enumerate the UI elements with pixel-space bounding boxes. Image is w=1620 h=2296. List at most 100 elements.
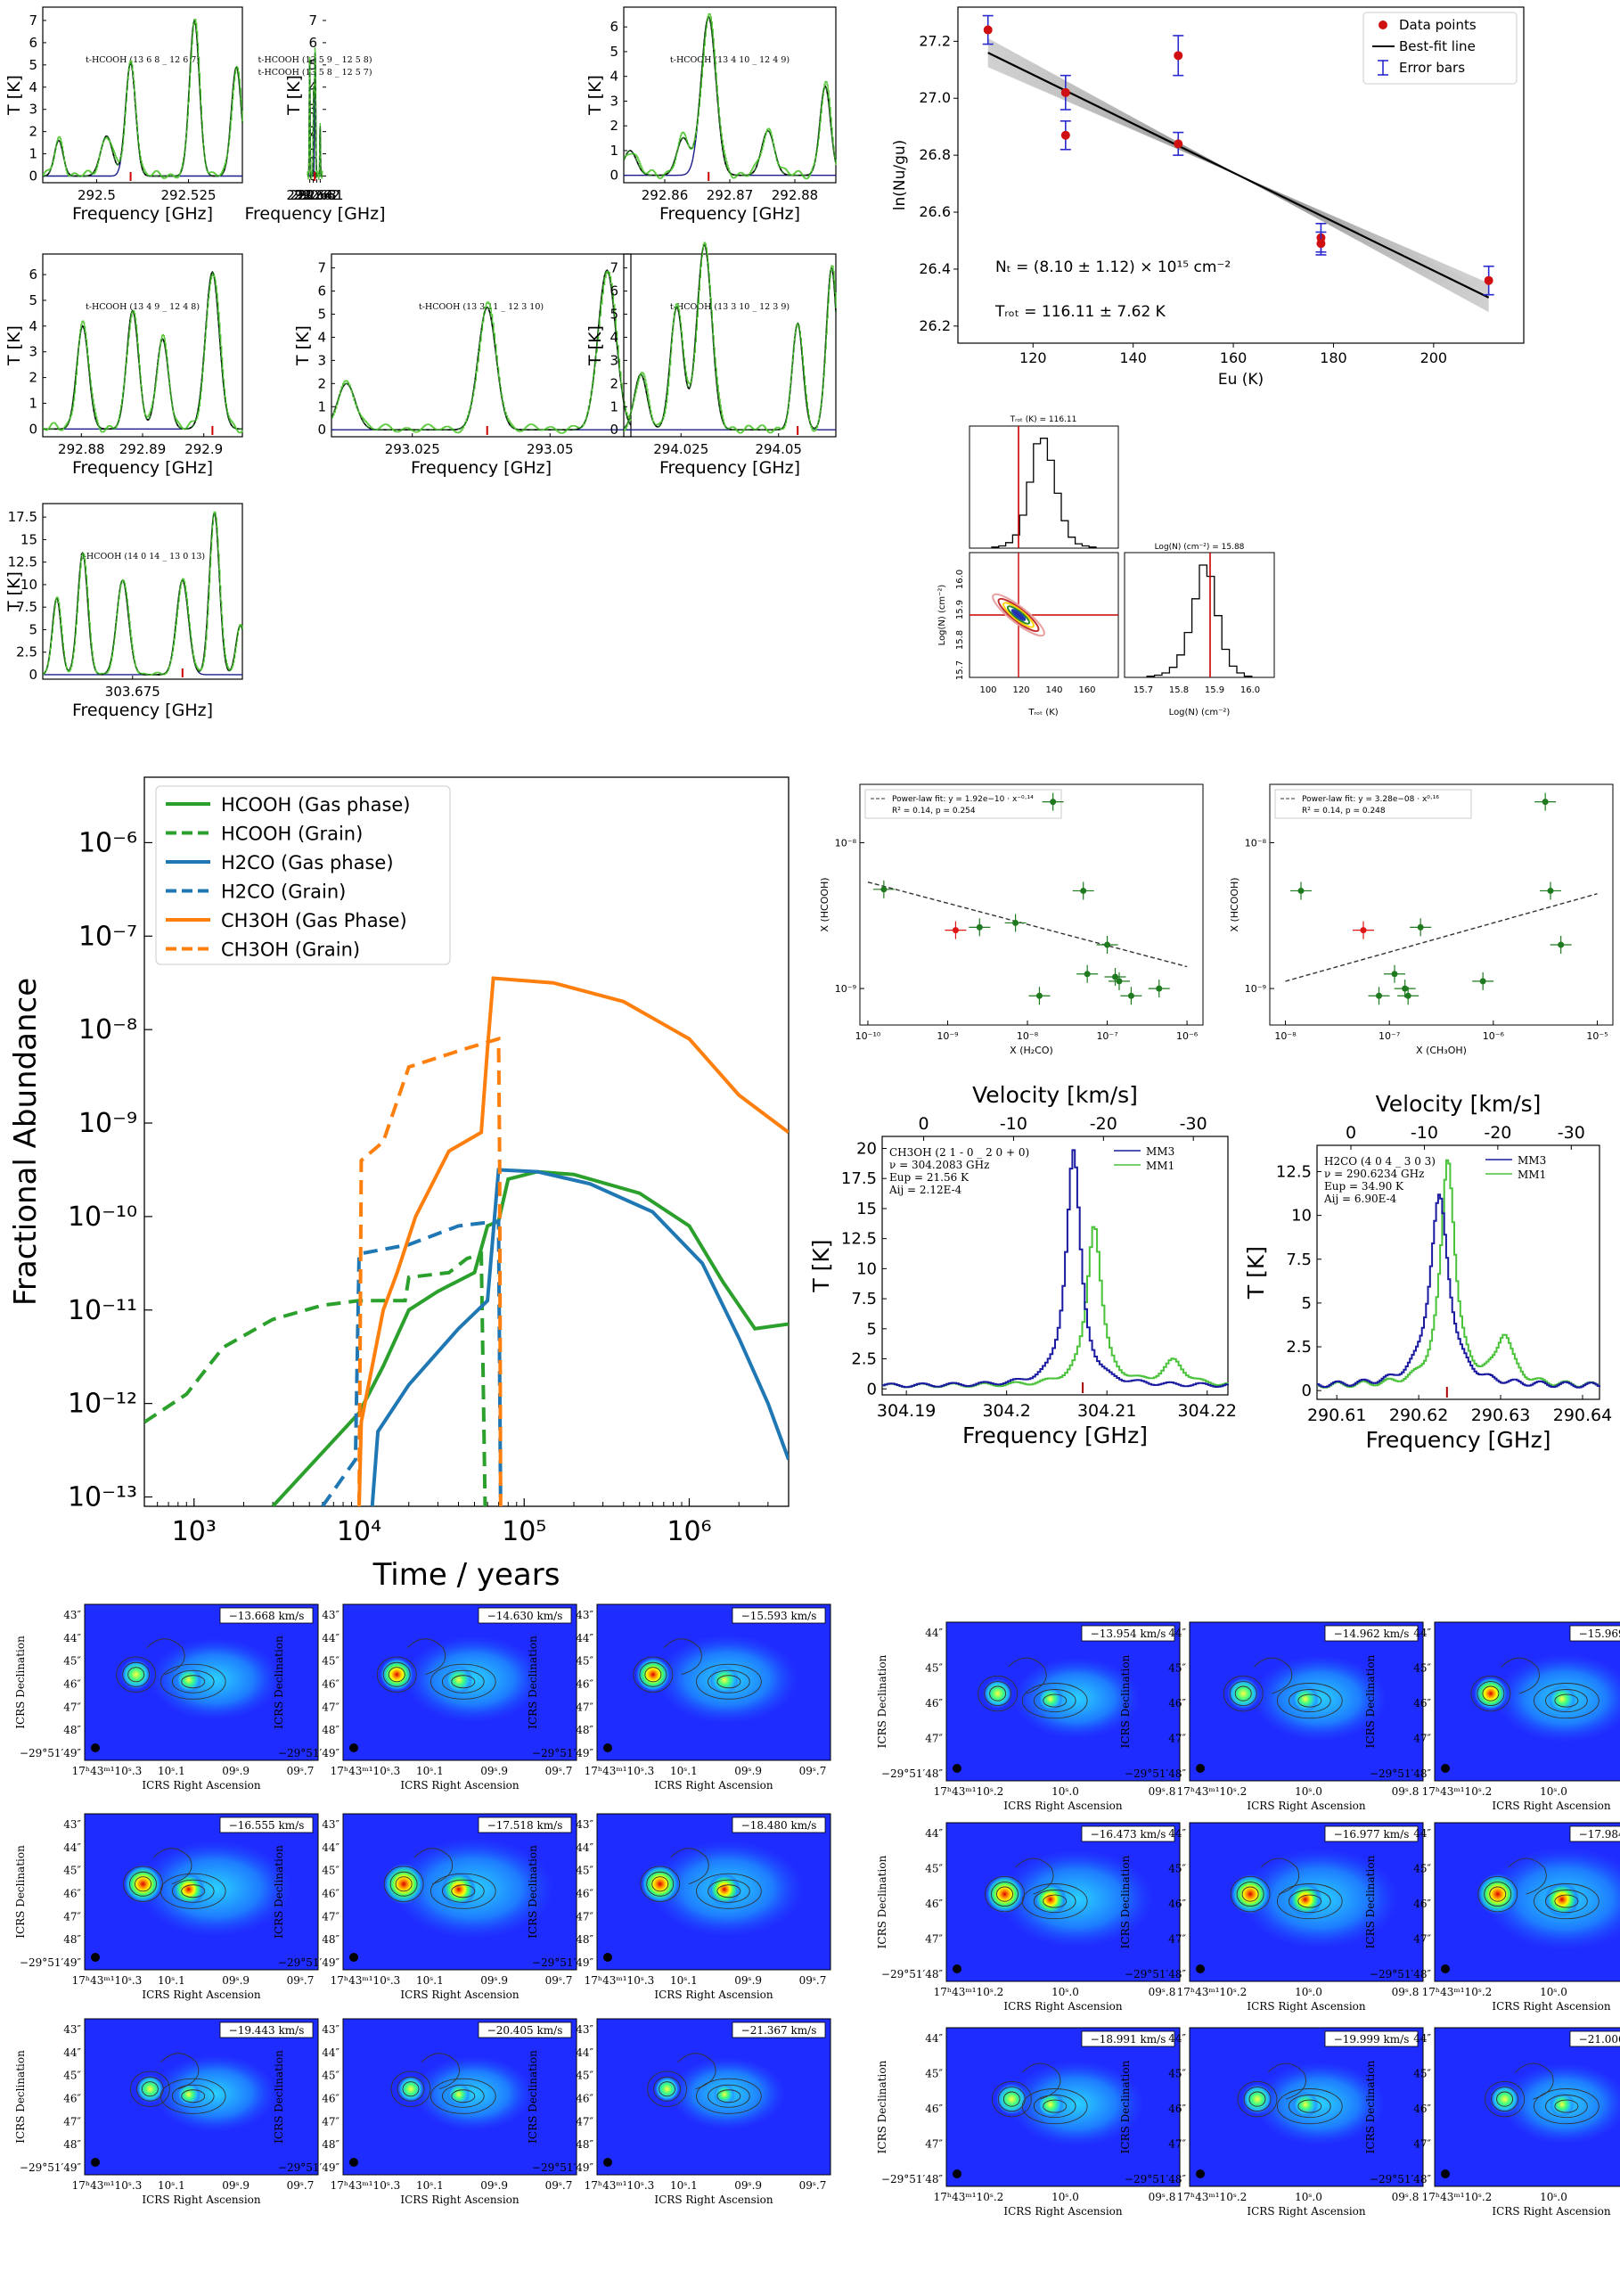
channel-map-1-1: −13.668 km/s 43″ 44″ 45″ 46″ 47″ 48″ −29°51′49″… [14, 1603, 319, 1792]
transition-label: t-HCOOH (13 6 8 _ 12 6 7) [86, 55, 200, 65]
y-tick-label: 2 [610, 375, 618, 391]
t-tick-label: 160 [1078, 685, 1095, 695]
series-line-4 [321, 1218, 503, 1506]
emission-peak-mm1 [123, 1864, 163, 1904]
dec-axis-label: ICRS Declination [14, 1636, 27, 1729]
source-point [1112, 973, 1119, 980]
y-tick-label: 2 [29, 124, 37, 140]
velocity-box [1569, 1825, 1620, 1842]
legend-marker-points [1379, 20, 1387, 29]
channel-map-2-7: −18.991 km/s 44″ 45″ 46″ 47″ −29°51′48″ 17ʰ43ᵐ… [876, 2027, 1181, 2218]
velocity-label: −16.473 km/s [1091, 1828, 1166, 1841]
fit-dashed [623, 16, 837, 176]
y-tick-label: 10⁻¹² [68, 1389, 137, 1420]
dec-tick-label: 48″ [63, 2138, 81, 2151]
ra-tick-label: 10ˢ.0 [1540, 2191, 1567, 2203]
dec-tick-label: 44″ [1413, 1627, 1431, 1639]
ra-tick-label: 09ˢ.9 [222, 1765, 250, 1777]
contour-mm1 [1243, 2087, 1272, 2112]
ra-tick-label: 10ˢ.0 [1295, 1986, 1322, 1998]
y-tick-label: 12.5 [1276, 1162, 1312, 1181]
total-model [623, 15, 837, 176]
dec-tick-label: 48″ [576, 2138, 593, 2151]
source-point [1297, 887, 1305, 894]
ra-axis-label: ICRS Right Ascension [400, 1779, 520, 1792]
single-line-model [43, 62, 242, 177]
dec-tick-label: 46″ [576, 1888, 593, 1900]
dec-tick-label: 45″ [322, 1655, 340, 1668]
dec-axis-label: ICRS Declination [14, 2050, 27, 2144]
velocity-label: −15.593 km/s [741, 1610, 817, 1622]
contour-mm1 [1485, 2080, 1526, 2118]
data-point [1484, 275, 1493, 285]
dec-tick-label: 47″ [925, 2138, 943, 2151]
emission-peak-mm3 [1292, 2091, 1319, 2118]
x-tick-label: 200 [1420, 349, 1448, 366]
y-tick-label: 0 [610, 422, 618, 438]
fit-legend-box [1274, 789, 1472, 819]
emission-peak-mm3 [447, 2082, 470, 2106]
contour-mm3 [716, 1884, 741, 1898]
data-point [1316, 239, 1326, 249]
legend-label: H2CO (Grain) [221, 882, 346, 903]
contour-mm3 [1297, 1693, 1322, 1708]
ra-tick-label: 10ˢ.0 [1051, 1986, 1079, 1998]
contour-arc [421, 2053, 460, 2090]
ra-axis-label: ICRS Right Ascension [1003, 2000, 1123, 2013]
x-tick-label: 10⁴ [337, 1516, 381, 1547]
ra-tick-label: 09ˢ.9 [480, 1974, 508, 1987]
dec-axis-label: ICRS Declination [273, 1845, 285, 1939]
ra-tick-label: 09ˢ.7 [545, 1974, 573, 1987]
joint-contour [997, 597, 1040, 633]
x-axis-label: Eu (K) [1218, 371, 1264, 389]
y-tick-label: 7 [308, 12, 317, 29]
contour-mm3 [160, 2078, 226, 2114]
x-axis-label: Frequency [GHz] [244, 204, 385, 224]
contour-mm3 [451, 1675, 476, 1689]
line-info: ν = 290.6234 GHz [1324, 1168, 1424, 1180]
dec-axis-label: ICRS Declination [1364, 2060, 1377, 2153]
contour-mm1 [1241, 1886, 1259, 1902]
contour-mm1 [1489, 1886, 1507, 1902]
dec-tick-label: 45″ [576, 2070, 593, 2082]
ra-tick-label: 10ˢ.1 [158, 1974, 185, 1987]
fit-dashed [42, 20, 243, 177]
n-histogram-title: Log(N) (cm⁻²) = 15.88 [1155, 543, 1245, 552]
top-tick-label: -20 [1484, 1123, 1511, 1143]
dec-tick-label: −29°51′48″ [1125, 1968, 1187, 1980]
y-tick-label: 1 [610, 143, 618, 159]
dec-tick-label: 46″ [576, 2093, 593, 2105]
dec-tick-label: 47″ [322, 2115, 340, 2128]
y-tick-label: 2 [317, 375, 326, 391]
ra-tick-label: 10ˢ.1 [416, 2179, 444, 2192]
dec-tick-label: 45″ [63, 1865, 81, 1877]
x-tick-label: 160 [1220, 349, 1248, 366]
y-tick-label: 4 [308, 79, 317, 95]
beam [603, 2158, 612, 2167]
dec-tick-label: 47″ [63, 1910, 81, 1923]
t-histogram-title: Tᵣₒₜ (K) = 116.11 [1010, 415, 1077, 424]
beam [349, 1953, 358, 1962]
ra-axis-label: ICRS Right Ascension [1492, 2000, 1611, 2013]
source-point [976, 923, 983, 931]
mm1-spectrum [1317, 1159, 1600, 1389]
dec-axis-label: ICRS Declination [876, 1654, 888, 1748]
channel-map-2-8: −19.999 km/s 44″ 45″ 46″ 47″ −29°51′48″ 17ʰ43ᵐ… [1119, 2027, 1424, 2218]
x-tick-label: 292.525 [161, 187, 217, 203]
dec-tick-label: 46″ [1168, 2103, 1186, 2115]
dec-tick-label: 44″ [1168, 1627, 1186, 1639]
ra-tick-label: 09ˢ.7 [287, 1974, 315, 1987]
contour-mm1 [991, 1882, 1019, 1907]
contour-mm1 [1002, 2091, 1020, 2107]
emission-peak-mm3 [708, 1873, 741, 1906]
ra-tick-label: 17ʰ43ᵐ¹10ˢ.3 [331, 1765, 401, 1777]
y-tick-label: 7.5 [16, 599, 37, 615]
contour-mm3 [1288, 1689, 1331, 1713]
plot-frame [881, 1136, 1229, 1396]
y-tick-label: 10⁻⁷ [78, 921, 137, 952]
contour-mm1 [984, 1681, 1012, 1707]
ra-tick-label: 17ʰ43ᵐ¹10ˢ.3 [72, 2179, 143, 2192]
contour-mm3 [1276, 1883, 1343, 1920]
